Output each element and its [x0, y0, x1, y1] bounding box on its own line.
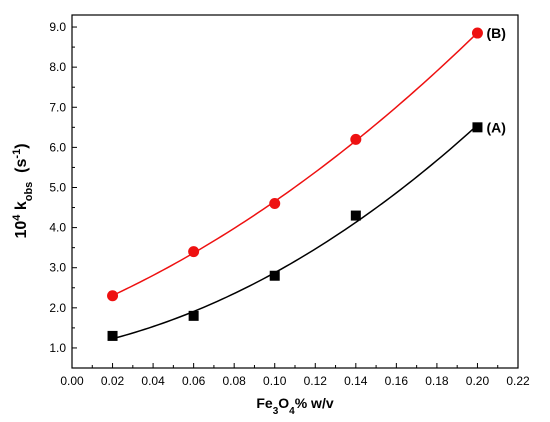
- data-point-b: [471, 27, 483, 39]
- points-layer: [107, 27, 483, 341]
- y-tick-label: 1.0: [49, 341, 66, 355]
- x-tick-label: 0.20: [466, 374, 490, 388]
- data-point-b: [350, 133, 362, 145]
- data-point-b: [269, 198, 281, 210]
- x-tick-label: 0.10: [263, 374, 287, 388]
- y-tick-label: 7.0: [49, 100, 66, 114]
- x-tick-label: 0.08: [223, 374, 247, 388]
- x-tick-label: 0.22: [506, 374, 530, 388]
- data-point-a: [188, 310, 199, 321]
- y-tick-label: 6.0: [49, 140, 66, 154]
- x-tick-label: 0.04: [141, 374, 165, 388]
- fit-curve-b: [112, 32, 478, 297]
- data-point-a: [269, 270, 280, 281]
- x-axis-title: Fe3O4% w/v: [256, 395, 333, 417]
- labels-layer: (A) (B): [486, 25, 505, 135]
- ticks-layer: 0.00 0.02 0.04 0.06 0.08 0.10 0.12 0.14 0.16 0.18…: [49, 20, 530, 388]
- y-tick-label: 9.0: [49, 20, 66, 34]
- x-tick-label: 0.12: [304, 374, 328, 388]
- data-point-a: [472, 122, 483, 133]
- x-tick-label: 0.06: [182, 374, 206, 388]
- fit-curve-a: [112, 124, 478, 340]
- curves-layer: [112, 32, 478, 340]
- x-tick-label: 0.02: [101, 374, 125, 388]
- y-axis-title: 104 kobs (s-1): [11, 143, 35, 238]
- x-tick-label: 0.18: [425, 374, 449, 388]
- series-label-a: (A): [486, 119, 505, 135]
- x-tick-label: 0.14: [344, 374, 368, 388]
- y-tick-label: 4.0: [49, 221, 66, 235]
- series-label-b: (B): [486, 25, 505, 41]
- y-tick-label: 5.0: [49, 180, 66, 194]
- y-tick-label: 2.0: [49, 301, 66, 315]
- data-point-a: [350, 210, 361, 221]
- y-tick-label: 8.0: [49, 60, 66, 74]
- data-point-b: [107, 290, 119, 302]
- x-tick-label: 0.00: [60, 374, 84, 388]
- x-tick-label: 0.16: [385, 374, 409, 388]
- data-point-a: [107, 330, 118, 341]
- plot-frame: [71, 14, 519, 369]
- data-point-b: [188, 246, 200, 258]
- y-tick-label: 3.0: [49, 261, 66, 275]
